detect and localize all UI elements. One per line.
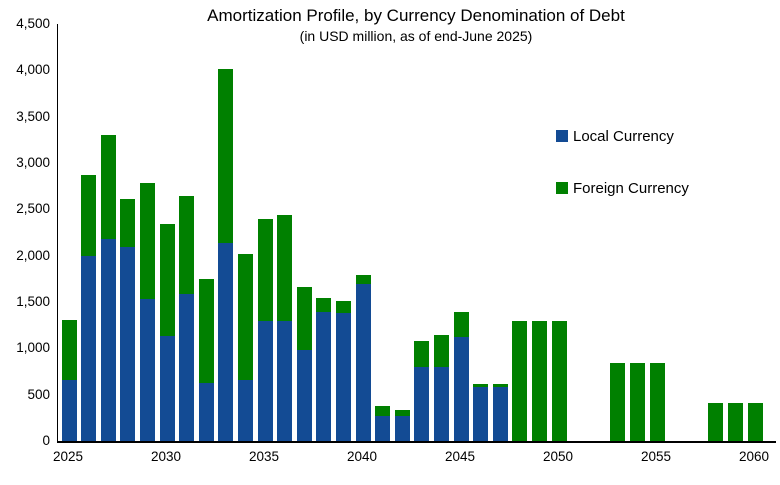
bar-2044-foreign-currency <box>433 335 449 367</box>
bar-2032-local-currency <box>198 382 214 441</box>
bar-2033-local-currency <box>218 242 234 441</box>
bar-2034-local-currency <box>237 380 253 441</box>
bar-2042-local-currency <box>394 416 410 441</box>
legend-label-foreign-currency: Foreign Currency <box>573 179 689 197</box>
legend: Local Currency Foreign Currency <box>556 124 689 228</box>
bar-2046-foreign-currency <box>473 383 489 387</box>
legend-item-foreign-currency: Foreign Currency <box>556 176 689 200</box>
bar-2033-foreign-currency <box>218 69 234 243</box>
y-tick-4000: 4,000 <box>16 62 50 78</box>
x-tick-2060: 2060 <box>738 449 770 464</box>
bar-2038-local-currency <box>316 312 332 441</box>
bar-2043-local-currency <box>414 366 430 441</box>
x-tick-2040: 2040 <box>346 449 378 464</box>
bar-2036-foreign-currency <box>277 215 293 321</box>
chart-title: Amortization Profile, by Currency Denomi… <box>207 6 625 25</box>
bar-2055-foreign-currency <box>649 363 665 441</box>
legend-swatch-foreign-currency-icon <box>556 182 568 194</box>
bar-2046-local-currency <box>473 386 489 441</box>
bar-2049-foreign-currency <box>531 320 547 441</box>
bar-2058-foreign-currency <box>708 403 724 441</box>
bar-2043-foreign-currency <box>414 340 430 367</box>
y-tick-2000: 2,000 <box>16 247 50 263</box>
legend-item-local-currency: Local Currency <box>556 124 689 148</box>
bar-2025-foreign-currency <box>61 319 77 380</box>
bar-2060-foreign-currency <box>747 403 763 441</box>
bar-2029-foreign-currency <box>139 182 155 300</box>
bar-2039-foreign-currency <box>335 301 351 313</box>
chart-subtitle: (in USD million, as of end-June 2025) <box>299 28 533 44</box>
bar-2031-foreign-currency <box>179 195 195 295</box>
bar-2035-foreign-currency <box>257 218 273 321</box>
bar-2032-foreign-currency <box>198 279 214 383</box>
bar-2053-foreign-currency <box>610 363 626 441</box>
bar-2059-foreign-currency <box>727 403 743 441</box>
bar-2034-foreign-currency <box>237 253 253 381</box>
x-tick-2050: 2050 <box>542 449 574 464</box>
y-tick-2500: 2,500 <box>16 201 50 217</box>
y-tick-500: 500 <box>27 386 50 402</box>
bar-2041-local-currency <box>375 415 391 441</box>
bar-2037-foreign-currency <box>296 287 312 350</box>
x-tick-2045: 2045 <box>444 449 476 464</box>
bar-2045-foreign-currency <box>453 312 469 337</box>
bar-2030-local-currency <box>159 335 175 441</box>
bar-2035-local-currency <box>257 321 273 441</box>
bar-2027-foreign-currency <box>100 135 116 239</box>
y-tick-4500: 4,500 <box>16 16 50 31</box>
y-tick-3500: 3,500 <box>16 108 50 124</box>
bar-2039-local-currency <box>335 312 351 441</box>
y-tick-1500: 1,500 <box>16 294 50 309</box>
bar-2048-foreign-currency <box>512 320 528 441</box>
bar-2030-foreign-currency <box>159 224 175 336</box>
bar-2045-local-currency <box>453 336 469 441</box>
x-tick-2030: 2030 <box>150 449 182 464</box>
bar-2028-foreign-currency <box>120 198 136 248</box>
bar-2040-local-currency <box>355 284 371 441</box>
bar-2029-local-currency <box>139 299 155 441</box>
bar-2031-local-currency <box>179 294 195 441</box>
bar-2037-local-currency <box>296 349 312 441</box>
bar-2047-foreign-currency <box>492 383 508 387</box>
bar-2026-foreign-currency <box>81 175 97 256</box>
bar-2054-foreign-currency <box>629 363 645 441</box>
bar-2042-foreign-currency <box>394 409 410 417</box>
bar-2027-local-currency <box>100 239 116 441</box>
x-tick-2025: 2025 <box>52 449 84 464</box>
x-tick-2055: 2055 <box>640 449 672 464</box>
bar-2050-foreign-currency <box>551 320 567 441</box>
y-tick-1000: 1,000 <box>16 340 50 356</box>
y-tick-0: 0 <box>42 433 50 448</box>
bar-2044-local-currency <box>433 366 449 441</box>
bar-2038-foreign-currency <box>316 297 332 313</box>
legend-swatch-local-currency-icon <box>556 130 568 142</box>
bar-2040-foreign-currency <box>355 275 371 285</box>
plot-area <box>57 24 776 443</box>
bar-2028-local-currency <box>120 247 136 441</box>
bar-2025-local-currency <box>61 379 77 441</box>
bar-2036-local-currency <box>277 321 293 441</box>
legend-label-local-currency: Local Currency <box>573 127 674 145</box>
bar-2047-local-currency <box>492 386 508 441</box>
bar-2026-local-currency <box>81 255 97 441</box>
y-tick-3000: 3,000 <box>16 155 50 170</box>
bar-2041-foreign-currency <box>375 405 391 416</box>
x-tick-2035: 2035 <box>248 449 280 464</box>
